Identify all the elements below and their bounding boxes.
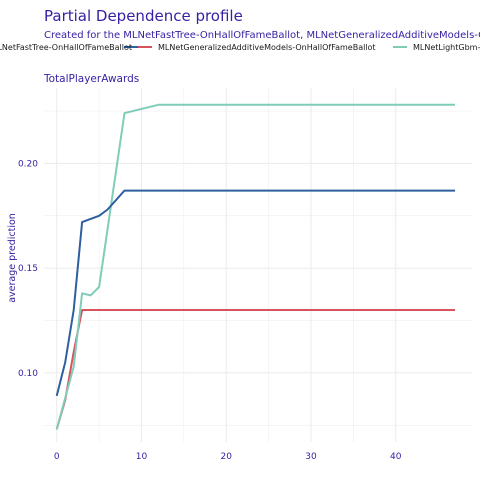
- y-axis-title: average prediction: [7, 213, 18, 303]
- series-line-lightgbm: [55, 103, 455, 430]
- chart-title: Partial Dependence profile: [44, 7, 243, 25]
- legend-label-lightgbm: MLNetLightGbm-OnHallOfFameBallot: [413, 43, 480, 52]
- x-tick-label: 40: [390, 452, 402, 462]
- legend-label-gam: MLNetGeneralizedAdditiveModels-OnHallOfF…: [158, 43, 376, 52]
- y-tick-label: 0.15: [18, 264, 38, 274]
- x-tick-label: 10: [136, 452, 148, 462]
- legend-label-fasttree: MLNetFastTree-OnHallOfFameBallot: [0, 43, 132, 52]
- y-tick-label: 0.10: [18, 369, 38, 379]
- y-tick-labels: 0.10 0.15 0.20: [18, 159, 38, 378]
- x-tick-labels: 0 10 20 30 40: [54, 452, 402, 462]
- legend: MLNetFastTree-OnHallOfFameBallot MLNetGe…: [0, 43, 480, 52]
- series-line-fasttree: [55, 189, 455, 397]
- plot-area: 0.10 0.15 0.20 0 10 20 30 40: [18, 88, 472, 462]
- x-tick-label: 30: [305, 452, 317, 462]
- grid-lines: [44, 88, 472, 442]
- x-tick-label: 0: [54, 452, 60, 462]
- y-tick-label: 0.20: [18, 159, 38, 169]
- panel-label: TotalPlayerAwards: [43, 73, 139, 85]
- chart-subtitle: Created for the MLNetFastTree-OnHallOfFa…: [44, 30, 480, 41]
- x-tick-label: 20: [220, 452, 232, 462]
- series-lines: [55, 103, 455, 430]
